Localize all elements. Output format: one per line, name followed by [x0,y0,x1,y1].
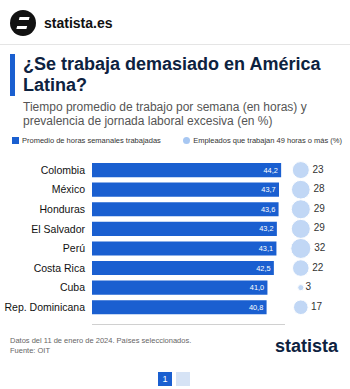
svg-text:43,6: 43,6 [261,205,275,214]
html-text:Promedio de horas semanales tr: Promedio de horas semanales trabajadas [22,136,161,145]
svg-text:El Salvador: El Salvador [31,223,85,235]
svg-text:43,7: 43,7 [261,185,275,194]
svg-text:40,8: 40,8 [249,303,263,312]
html-text:statista.es: statista.es [44,15,113,31]
html-text:statista: statista [275,336,338,356]
svg-text:México: México [52,183,85,195]
svg-text:28: 28 [313,183,325,194]
svg-text:22: 22 [312,262,324,273]
svg-text:32: 32 [314,242,326,253]
html-text:Fuente: OIT: Fuente: OIT [10,346,50,355]
svg-text:Rep. Dominicana: Rep. Dominicana [4,301,85,313]
svg-text:Cuba: Cuba [60,281,85,293]
html-text:¿Se trabaja demasiado en Améri: ¿Se trabaja demasiado en América Latina? [23,54,321,95]
html-text:Empleados que trabajan 49 hora: Empleados que trabajan 49 horas o más (%… [193,136,342,145]
svg-text:Costa Rica: Costa Rica [34,262,86,274]
svg-text:17: 17 [311,301,323,312]
svg-text:43,2: 43,2 [259,224,273,233]
svg-text:Colombia: Colombia [41,164,86,176]
svg-text:Perú: Perú [63,242,85,254]
svg-text:23: 23 [312,164,324,175]
svg-text:42,5: 42,5 [256,264,270,273]
html-text:Datos del 11 de enero de 2024.: Datos del 11 de enero de 2024. Países se… [10,336,192,345]
svg-text:43,1: 43,1 [259,244,273,253]
svg-text:44,2: 44,2 [263,166,277,175]
svg-text:41,0: 41,0 [250,283,264,292]
svg-text:Honduras: Honduras [39,203,85,215]
html-text:Tiempo promedio de trabajo por: Tiempo promedio de trabajo por semana (e… [23,100,307,128]
svg-text:3: 3 [306,281,312,292]
html-text:1: 1 [162,374,168,384]
svg-text:29: 29 [314,222,326,233]
svg-text:29: 29 [314,203,326,214]
